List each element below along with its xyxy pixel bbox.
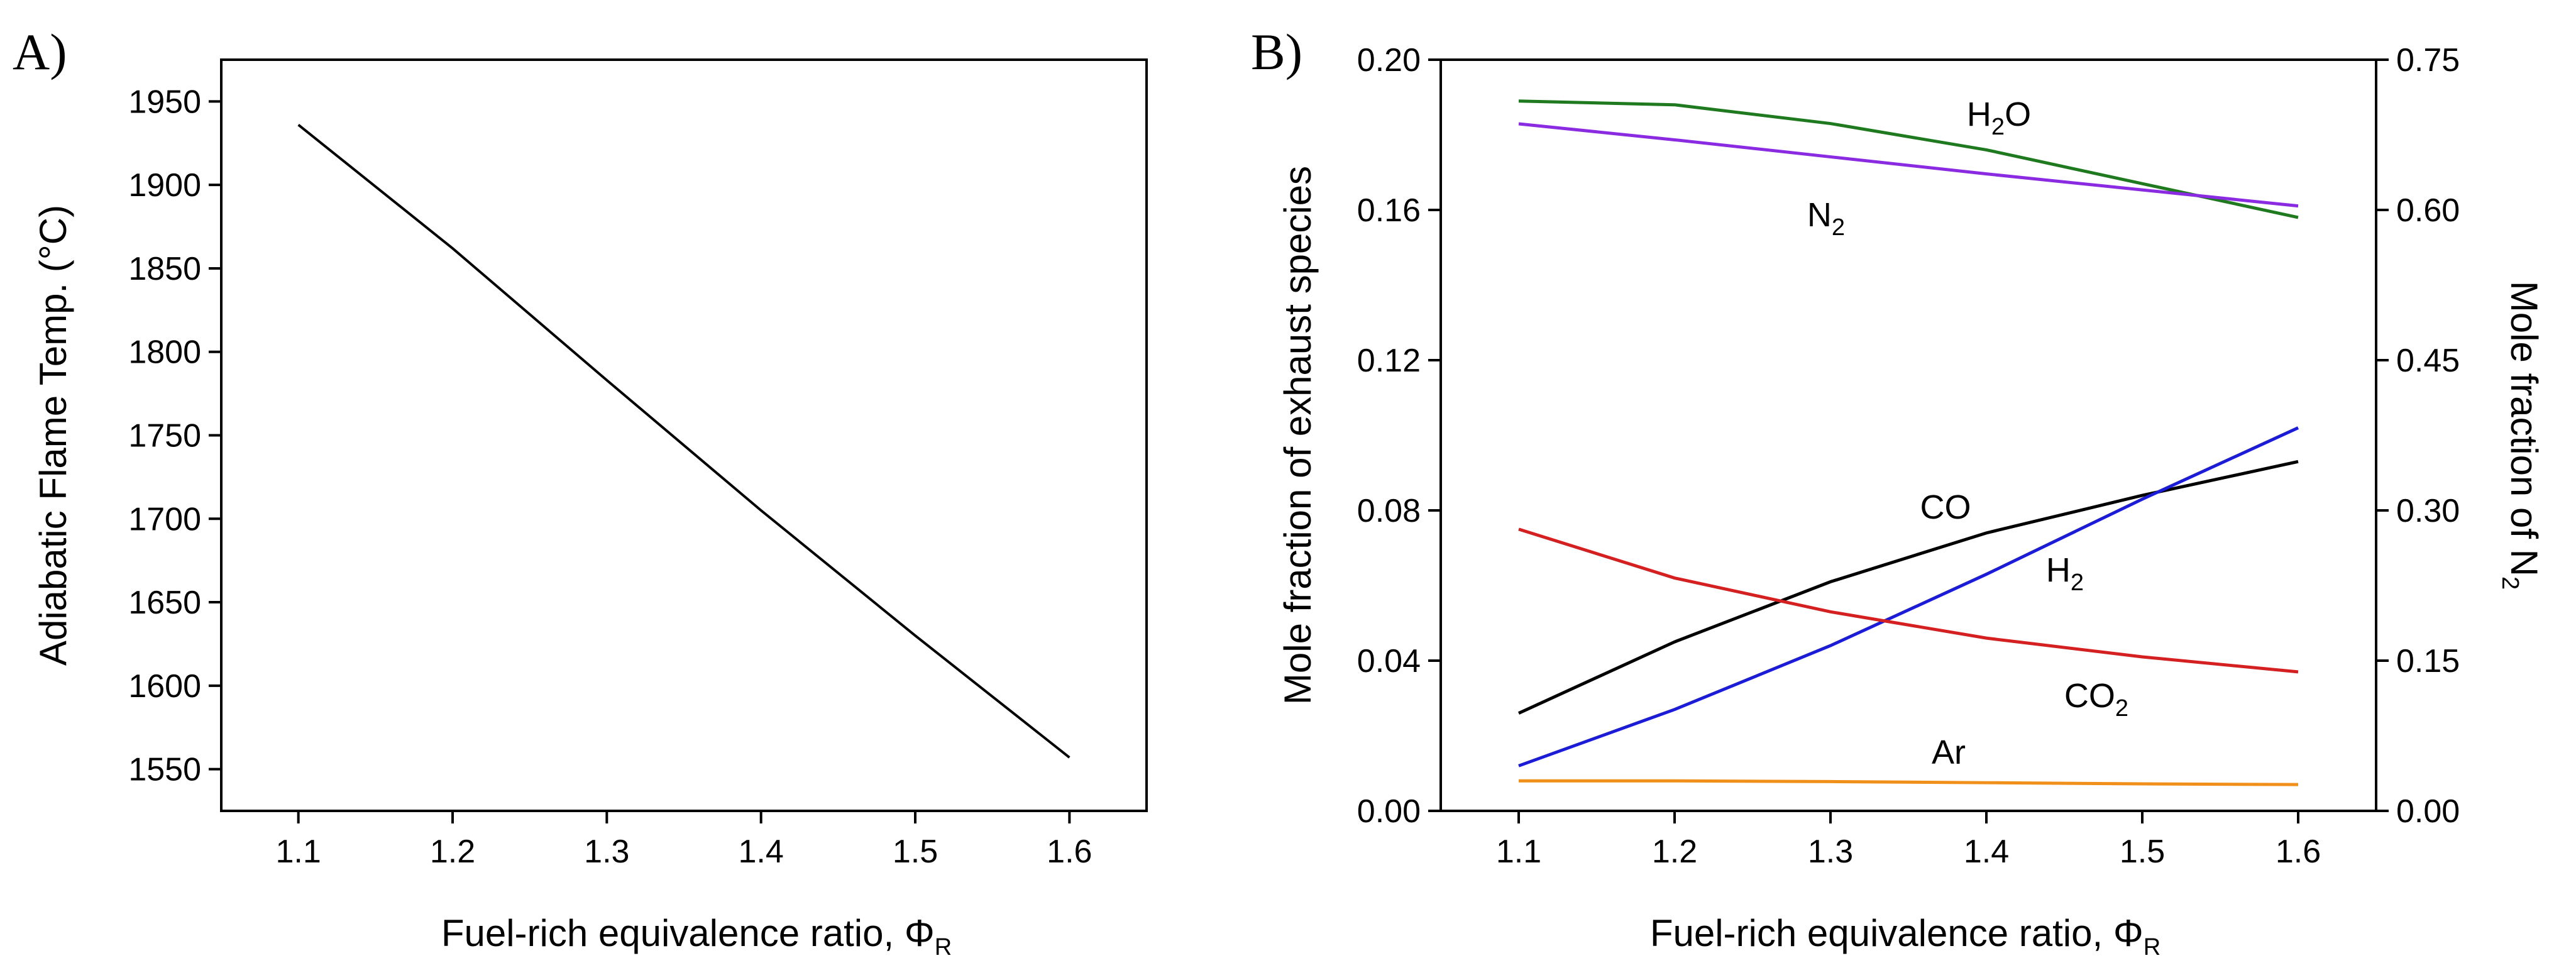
- y-right-tick-label: 0.60: [2396, 192, 2460, 229]
- y-left-tick-label: 0.12: [1357, 343, 1421, 379]
- x-tick-label: 1.3: [1808, 834, 1853, 870]
- series-line-flame-temp: [297, 124, 1071, 759]
- series-line-co: [1517, 459, 2299, 715]
- x-axis-label: Fuel-rich equivalence ratio, ΦR: [441, 912, 952, 960]
- y-tick-label: 1650: [128, 585, 201, 621]
- x-axis-label: Fuel-rich equivalence ratio, ΦR: [1650, 912, 2160, 960]
- y-tick-label: 1550: [128, 752, 201, 788]
- x-tick-label: 1.6: [1047, 834, 1092, 870]
- curve-label-h2-main: H: [2046, 551, 2071, 589]
- panel-label: B): [1251, 23, 1302, 80]
- x-axis-label-sub: R: [2144, 934, 2160, 960]
- curve-label-n2-sub: 2: [1832, 214, 1845, 241]
- x-tick-label: 1.3: [584, 834, 629, 870]
- x-tick-label: 1.2: [430, 834, 475, 870]
- y-axis-label: Adiabatic Flame Temp. (°C): [32, 205, 74, 666]
- y-right-axis-label: Mole fraction of N2: [2497, 281, 2545, 590]
- y-tick-label: 1950: [128, 84, 201, 120]
- y-left-tick-label: 0.04: [1357, 643, 1421, 680]
- curve-label-h2o-sub: 2: [1991, 114, 2005, 140]
- y-right-axis-label-sub: 2: [2497, 576, 2523, 590]
- curve-label-h2: H2: [2046, 551, 2084, 596]
- x-tick-label: 1.6: [2276, 834, 2321, 870]
- panel-label: A): [13, 23, 67, 80]
- series-line-h2o: [1518, 99, 2299, 219]
- x-tick-label: 1.4: [739, 834, 784, 870]
- y-right-tick-label: 0.15: [2396, 643, 2460, 680]
- panel-b-chart: B) 1.1 1.2 1.3 1.4 1.5 1.6 0.00 0.04 0.08 0.12 0.16…: [1251, 23, 2545, 960]
- y-tick-label: 1700: [128, 501, 201, 537]
- curve-label-co2-sub: 2: [2115, 695, 2128, 722]
- plot-frame: [220, 58, 1148, 812]
- y-left-tick-label: 0.08: [1357, 493, 1421, 529]
- y-right-tick-label: 0.45: [2396, 343, 2460, 379]
- series-line-n2: [1518, 122, 2299, 208]
- curve-label-co-main: CO: [1920, 488, 1971, 526]
- x-tick-label: 1.1: [1496, 834, 1541, 870]
- curve-label-co2-main: CO: [2064, 677, 2115, 715]
- y-left-tick-label: 0.00: [1357, 793, 1421, 830]
- curve-label-co2: CO2: [2064, 677, 2128, 722]
- curve-label-h2o-tail: O: [2005, 96, 2031, 133]
- x-tick-label: 1.4: [1964, 834, 2009, 870]
- y-right-axis-label-main: Mole fraction of N: [2503, 281, 2545, 576]
- curve-label-h2o: H2O: [1967, 96, 2031, 140]
- y-left-axis-label: Mole fraction of exhaust species: [1277, 166, 1319, 705]
- y-tick-label: 1850: [128, 251, 201, 287]
- y-tick-label: 1900: [128, 167, 201, 204]
- series-line-h2: [1518, 426, 2299, 768]
- curve-label-n2: N2: [1807, 196, 1845, 241]
- curve-label-n2-main: N: [1807, 196, 1832, 234]
- y-left-tick-label: 0.16: [1357, 192, 1421, 229]
- plot-frame: [1439, 58, 2377, 812]
- y-right-tick-label: 0.00: [2396, 793, 2460, 830]
- x-axis-label-sub: R: [935, 934, 952, 960]
- curve-label-ar-main: Ar: [1932, 734, 1966, 771]
- y-tick-label: 1600: [128, 668, 201, 705]
- y-tick-label: 1750: [128, 418, 201, 454]
- curve-label-h2-sub: 2: [2071, 570, 2084, 596]
- x-tick-label: 1.2: [1652, 834, 1697, 870]
- y-left-tick-label: 0.20: [1357, 42, 1421, 79]
- x-tick-label: 1.1: [276, 834, 321, 870]
- y-right-tick-label: 0.75: [2396, 42, 2460, 79]
- curve-label-ar: Ar: [1932, 734, 1966, 771]
- series-line-ar: [1519, 779, 2299, 786]
- x-tick-label: 1.5: [2120, 834, 2165, 870]
- y-tick-label: 1800: [128, 334, 201, 371]
- curve-label-h2o-main: H: [1967, 96, 1991, 133]
- curve-label-co: CO: [1920, 488, 1971, 526]
- x-axis-label-main: Fuel-rich equivalence ratio, Φ: [441, 912, 935, 954]
- y-right-tick-label: 0.30: [2396, 493, 2460, 529]
- series-line-co2: [1518, 527, 2299, 674]
- x-axis-label-main: Fuel-rich equivalence ratio, Φ: [1650, 912, 2144, 954]
- panel-a-chart: A) 1.1 1.2 1.3 1.4 1.5 1.6 1550 1600 1650 1700 1750…: [13, 23, 1148, 960]
- x-tick-label: 1.5: [893, 834, 938, 870]
